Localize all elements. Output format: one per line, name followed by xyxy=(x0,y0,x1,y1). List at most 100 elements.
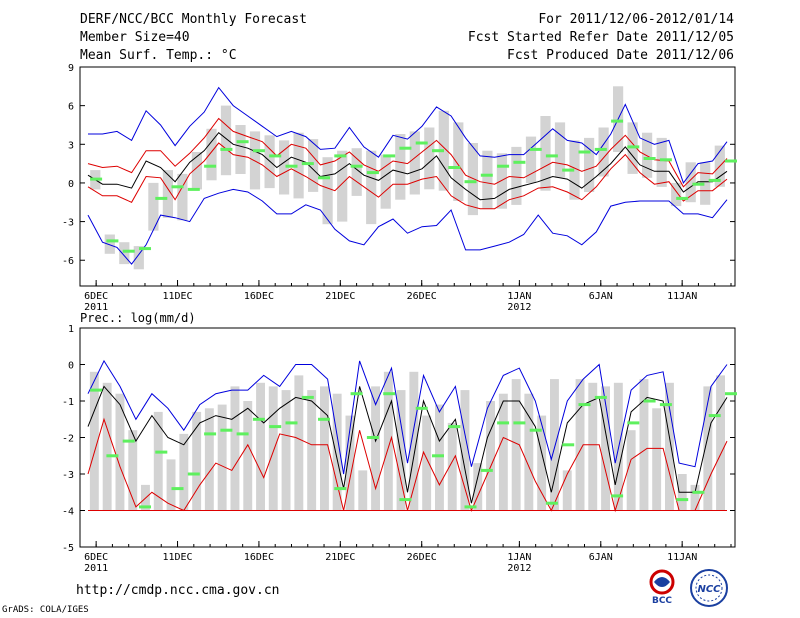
prec-ytick-label: -1 xyxy=(62,397,74,408)
prec-ytick-label: -3 xyxy=(62,470,74,481)
temp-range-bar xyxy=(642,132,653,178)
prec-range-bar xyxy=(332,393,342,511)
temp-observed-mark xyxy=(350,164,363,168)
prec-observed-mark xyxy=(366,436,379,439)
chart-title: DERF/NCC/BCC Monthly Forecast xyxy=(80,12,307,27)
bcc-logo-text: BCC xyxy=(652,596,672,606)
prec-range-bar xyxy=(447,422,457,511)
prec-observed-mark xyxy=(155,450,168,454)
prec-xtick-label: 11DEC xyxy=(162,552,192,563)
temp-range-bar xyxy=(119,242,130,265)
prec-range-bar xyxy=(537,415,547,511)
ncc-logo: NCC xyxy=(690,569,728,607)
prec-observed-mark xyxy=(106,454,119,458)
temp-xtick-label: 11JAN xyxy=(667,291,697,302)
prec-observed-mark xyxy=(545,501,558,505)
temp-frame xyxy=(79,66,736,287)
temp-range-bar xyxy=(482,150,493,209)
prec-range-bar xyxy=(281,390,291,511)
prec-range-bar xyxy=(256,382,265,511)
prec-range-bar xyxy=(243,401,253,511)
prec-series-upper xyxy=(87,359,728,475)
prec-range-bar xyxy=(639,379,649,511)
prec-range-bar xyxy=(230,386,240,511)
temp-range-bar xyxy=(162,170,173,218)
temp-range-bar xyxy=(133,246,144,270)
prec-observed-mark xyxy=(383,392,396,396)
temp-observed-mark xyxy=(220,147,233,151)
prec-observed-mark xyxy=(204,432,217,436)
forecast-period: For 2011/12/06-2012/01/14 xyxy=(538,12,734,27)
temp-series-ensemble-mean xyxy=(87,131,728,201)
temp-xtick-label: 16DEC xyxy=(244,291,274,302)
prec-observed-mark xyxy=(139,505,151,509)
temp-range-bar xyxy=(337,150,348,222)
prec-range-bar xyxy=(550,379,559,511)
prec-range-bar xyxy=(204,408,214,511)
prec-observed-mark xyxy=(220,428,233,432)
temp-range-bar xyxy=(380,154,391,209)
prec-observed-mark xyxy=(252,417,265,421)
prec-range-bar xyxy=(422,415,432,511)
temp-observed-mark xyxy=(415,141,428,145)
variable-label: Mean Surf. Temp.: °C xyxy=(80,48,237,63)
temp-observed-mark xyxy=(578,150,591,154)
prec-xtick-year: 2012 xyxy=(507,563,531,574)
prec-observed-mark xyxy=(350,392,363,396)
temp-range-bar xyxy=(540,116,551,191)
temp-range-bar xyxy=(598,127,609,177)
prec-xtick-label: 6DEC xyxy=(84,552,108,563)
member-size: Member Size=40 xyxy=(80,30,190,45)
temp-range-bar xyxy=(496,153,507,209)
temp-range-bar xyxy=(453,122,464,201)
prec-observed-mark xyxy=(578,403,591,407)
temp-observed-mark xyxy=(139,247,151,251)
temp-range-bar xyxy=(685,162,696,203)
temp-observed-mark xyxy=(301,162,314,166)
prec-range-bar xyxy=(601,386,610,511)
prec-xtick-label: 1JAN xyxy=(507,552,531,563)
temp-observed-mark xyxy=(725,159,737,163)
prec-observed-mark xyxy=(594,395,607,399)
prec-frame xyxy=(79,327,736,548)
prec-range-bar xyxy=(358,470,368,511)
temp-observed-mark xyxy=(562,168,575,172)
prec-range-bar xyxy=(498,393,508,511)
temp-xtick-label: 6DEC xyxy=(84,291,108,302)
temp-xtick-year: 2011 xyxy=(84,302,108,313)
prec-range-bar xyxy=(435,404,444,511)
temp-observed-mark xyxy=(594,147,607,151)
prec-range-bar xyxy=(652,408,662,511)
temp-series-upper xyxy=(88,86,728,184)
temp-observed-mark xyxy=(318,176,330,180)
temp-observed-mark xyxy=(399,146,412,150)
temp-range-bar xyxy=(206,128,217,181)
temp-observed-mark xyxy=(383,154,396,158)
temp-observed-mark xyxy=(464,180,477,184)
prec-range-bar xyxy=(396,390,406,511)
temp-range-bar xyxy=(700,162,711,205)
prec-observed-mark xyxy=(464,505,477,509)
temp-range-bar xyxy=(220,105,232,176)
source-url[interactable]: http://cmdp.ncc.cma.gov.cn xyxy=(76,583,280,598)
temp-series-upper-mid xyxy=(87,117,728,188)
temp-observed-mark xyxy=(627,145,640,149)
temp-range-bar xyxy=(351,148,362,196)
prec-range-bar xyxy=(345,415,355,511)
prec-observed-mark xyxy=(708,414,721,418)
prec-xtick-label: 21DEC xyxy=(325,552,355,563)
prec-range-bar xyxy=(128,430,138,511)
prec-xtick-label: 26DEC xyxy=(407,552,437,563)
temp-range-bar xyxy=(279,140,290,195)
prec-range-bar xyxy=(192,411,202,511)
prec-range-bar xyxy=(588,382,598,511)
prec-observed-mark xyxy=(676,498,689,502)
temp-observed-mark xyxy=(171,185,184,189)
temp-ytick-label: -3 xyxy=(62,218,74,229)
temp-range-bar xyxy=(467,143,478,216)
prec-observed-mark xyxy=(659,403,672,407)
prec-observed-mark xyxy=(285,421,298,425)
prec-observed-mark xyxy=(643,399,656,403)
